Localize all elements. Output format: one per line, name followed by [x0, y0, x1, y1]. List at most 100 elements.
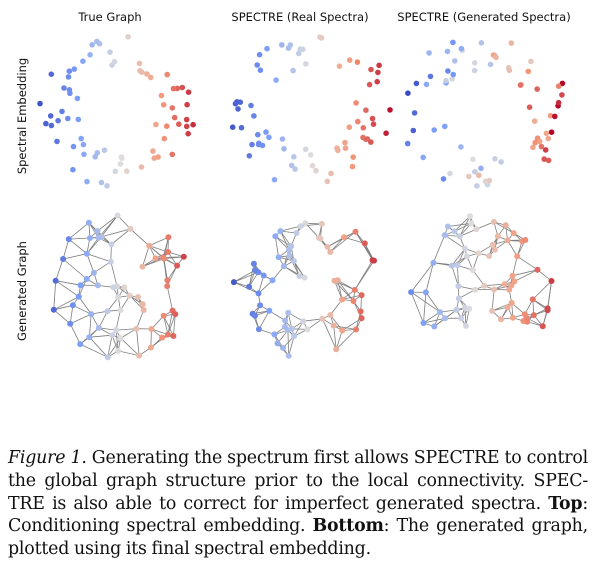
graph-node [246, 283, 253, 290]
embedding-point [309, 162, 316, 169]
graph-edge [150, 328, 152, 348]
graph-edge [258, 310, 270, 330]
embedding-point [440, 176, 447, 182]
embedding-point [335, 147, 341, 154]
graph-node [521, 311, 528, 318]
embedding-point [555, 83, 562, 89]
graph-edge [287, 330, 290, 356]
graph-edge [62, 238, 70, 260]
graph-node [420, 320, 427, 326]
graph-node [458, 315, 464, 322]
embedding-point [71, 66, 78, 72]
graph-node [548, 278, 555, 284]
graph-node [475, 250, 482, 257]
embedding-point [80, 141, 87, 148]
graph-edge [248, 263, 255, 287]
embedding-point [447, 170, 453, 177]
graph-edge [149, 245, 169, 253]
embedding-point [184, 101, 190, 108]
embedding-point [89, 42, 95, 48]
graph-node [530, 312, 537, 319]
embedding-point [328, 170, 334, 177]
graph-edge [80, 343, 108, 358]
embedding-point [353, 100, 359, 106]
graph-edge [275, 236, 290, 250]
graph-edge [89, 334, 113, 338]
graph-edge [322, 318, 337, 350]
graph-node [77, 341, 84, 348]
embedding-point [374, 78, 380, 85]
graph-node [453, 306, 460, 313]
graph-node [508, 299, 515, 306]
graph-node [455, 295, 462, 302]
graph-edge [454, 222, 472, 232]
graph-edge [55, 280, 80, 297]
embedding-point [355, 118, 361, 125]
graph-node [285, 352, 292, 359]
embedding-point [98, 179, 105, 186]
graph-edge [70, 313, 92, 325]
embedding-point [458, 45, 465, 52]
embedding-point [538, 143, 545, 150]
embedding-point [476, 172, 482, 179]
graph-node [257, 302, 264, 309]
embedding-point [169, 105, 176, 111]
graph-edge [93, 261, 112, 274]
embedding-point [67, 90, 73, 97]
graph-edge [120, 328, 137, 339]
graph-node [252, 312, 258, 319]
embedding-point [176, 121, 182, 127]
graph-edge [275, 235, 292, 247]
graph-node [468, 220, 475, 227]
graph-edge [512, 269, 538, 277]
graph-edge [115, 328, 137, 331]
graph-edge [280, 230, 290, 250]
embedding-point [295, 50, 302, 57]
embedding-point [80, 58, 86, 64]
graph-node [95, 234, 102, 241]
graph-edge [333, 325, 337, 350]
graph-node [88, 311, 95, 318]
embedding-point [427, 73, 434, 80]
embedding-point [506, 67, 513, 74]
graph-node [260, 272, 267, 279]
graph-node [461, 245, 468, 252]
graph-edge [68, 237, 90, 240]
graph-node [275, 254, 282, 261]
graph-edge [151, 315, 164, 330]
graph-edge [142, 245, 150, 267]
graph-node [339, 327, 346, 334]
embedding-point [264, 45, 270, 52]
caption-figure-label: Figure 1. [8, 448, 87, 468]
graph-node [140, 307, 147, 313]
graph-edge [280, 230, 292, 247]
graph-edge [117, 215, 131, 230]
graph-edge [303, 318, 323, 322]
graph-node [506, 286, 513, 293]
embedding-point [411, 110, 418, 116]
graph-edge [107, 337, 121, 358]
graph-node [269, 277, 276, 284]
graph-node [351, 286, 358, 293]
embedding-point [486, 177, 493, 184]
graph-edge [78, 278, 88, 297]
graph-node [104, 354, 111, 361]
graph-node [539, 323, 546, 330]
graph-node [504, 237, 511, 244]
graph-node [502, 222, 509, 229]
graph-edge [433, 234, 446, 263]
graph-node [286, 252, 293, 259]
graph-node [65, 236, 72, 243]
graph-edge [514, 269, 538, 282]
graph-node [491, 246, 498, 253]
graph-edge [280, 225, 301, 232]
embedding-point [404, 140, 411, 147]
graph-edge [457, 265, 459, 287]
graph-node [510, 230, 517, 237]
embedding-point [155, 154, 161, 160]
graph-node [94, 228, 101, 235]
embedding-point [59, 108, 65, 115]
graph-edge [68, 222, 90, 240]
graph-node [463, 253, 470, 260]
embedding-point [366, 81, 373, 88]
